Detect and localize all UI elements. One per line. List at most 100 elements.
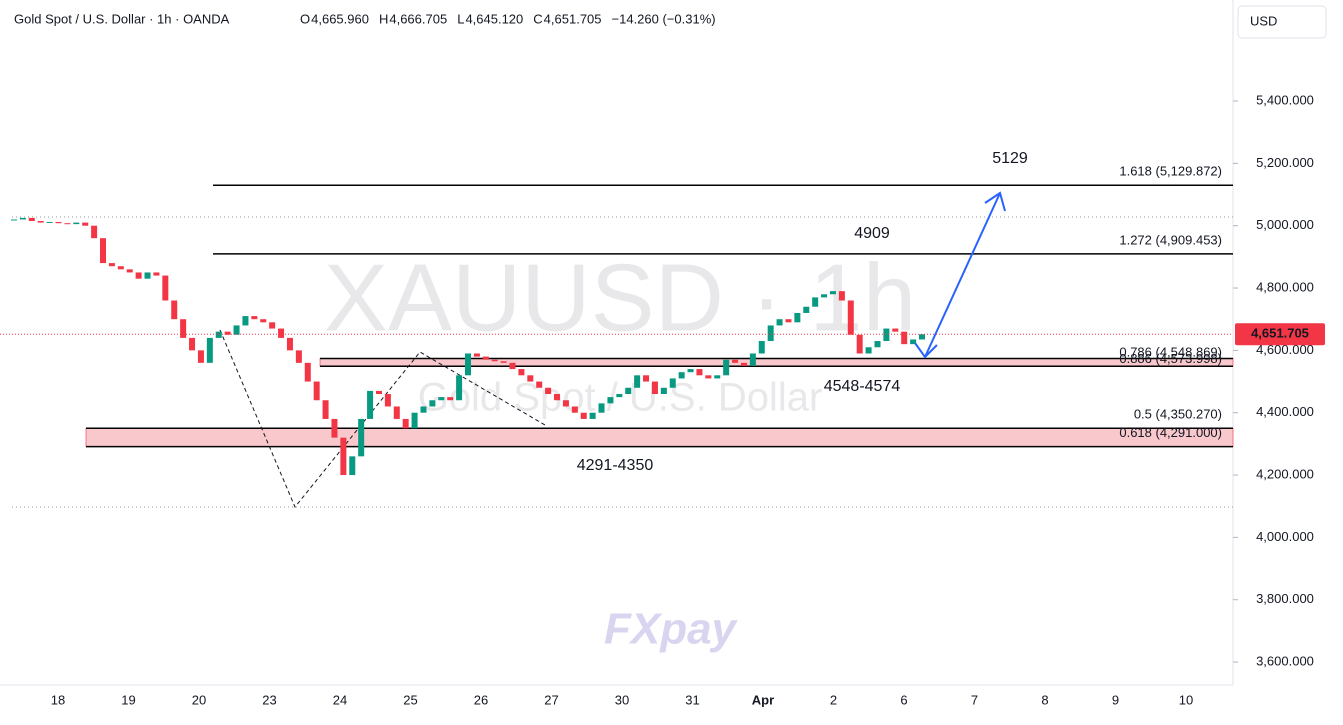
candle [420,406,427,413]
change: −14.260 (−0.31%) [612,11,716,26]
y-tick-label: 3,800.000 [1256,591,1314,606]
candle [117,266,124,270]
zone [85,427,1234,447]
fib-label: 0.618 (4,291.000) [1119,425,1222,440]
candle [313,381,320,401]
candle [625,387,632,395]
candle [331,418,338,438]
candle [358,418,365,457]
candle [19,217,26,220]
fib-label: 0.786 (4,548.869) [1119,345,1222,360]
candle [295,350,302,363]
candle [278,328,285,338]
price-tag [1235,323,1325,346]
candle [607,397,614,404]
candle [803,306,810,313]
candle [598,403,605,413]
candle [91,225,98,239]
x-tick-label: 9 [1112,692,1119,707]
x-tick-label: Apr [752,692,774,707]
candle [375,390,382,395]
candle [821,294,828,298]
candle [286,337,293,351]
zigzag [219,329,546,508]
candle [224,331,231,335]
annotation: 4909 [854,225,890,242]
price-tag-label: 4,651.705 [1251,326,1309,341]
candle [215,331,222,338]
candle [554,394,561,401]
y-tick-label: 5,400.000 [1256,92,1314,107]
x-tick-label: 2 [830,692,837,707]
candle [11,219,17,221]
x-tick-label: 18 [51,692,65,707]
ohlc-value: 4,651.705 [544,11,602,26]
candle [144,272,151,279]
candle [429,400,436,407]
annotation: 4291-4350 [577,457,654,474]
candle [919,334,925,340]
candle [126,269,133,273]
candle [589,412,596,419]
candle [518,369,525,376]
fib-label: 1.618 (5,129.872) [1119,164,1222,179]
candle [527,375,534,382]
x-tick-label: 20 [192,692,206,707]
candle [696,369,703,376]
candle [340,437,347,476]
candle [153,272,160,276]
candle [447,397,454,401]
candle [37,221,44,223]
candle [660,387,667,395]
candle [509,362,516,370]
candle [367,390,374,419]
fib-label: 0.5 (4,350.270) [1134,407,1222,422]
ohlc-key: O [300,11,310,26]
watermark-name: Gold Spot / U.S. Dollar [418,376,823,420]
annotation: 4548-4574 [824,378,901,395]
candle [269,322,276,329]
candle [758,341,765,354]
candle [634,375,641,388]
watermark-ticker: XAUUSD · 1h [324,244,916,351]
candle [473,353,480,357]
candle [794,312,801,323]
candle [402,418,409,429]
candle [536,381,543,388]
y-tick-label: 5,000.000 [1256,217,1314,232]
candle [723,359,730,376]
candle [687,369,694,373]
x-tick-label: 7 [971,692,978,707]
currency-button[interactable] [1237,5,1327,39]
candle [465,353,471,376]
y-tick-label: 4,200.000 [1256,466,1314,481]
candle [384,394,391,407]
candle [233,325,240,335]
candle [46,221,53,223]
candle [705,375,712,379]
candle [108,263,115,267]
y-tick-label: 4,800.000 [1256,279,1314,294]
candle [197,350,204,363]
candle [883,328,890,342]
ohlc-value: 4,666.705 [389,11,447,26]
candle [242,316,249,326]
candle [491,359,498,362]
candle [349,456,356,476]
candle [847,300,854,335]
currency[interactable]: USD [1250,13,1277,28]
candle [251,316,258,320]
candle [545,387,552,395]
candle [616,394,623,398]
y-tick-label: 4,600.000 [1256,342,1314,357]
x-tick-label: 27 [544,692,558,707]
candle [260,319,267,323]
candle [28,217,35,222]
ohlc-value: 4,665.960 [311,11,369,26]
candle [571,406,578,413]
candle [785,319,792,323]
candle [562,400,569,407]
candle [865,347,872,354]
